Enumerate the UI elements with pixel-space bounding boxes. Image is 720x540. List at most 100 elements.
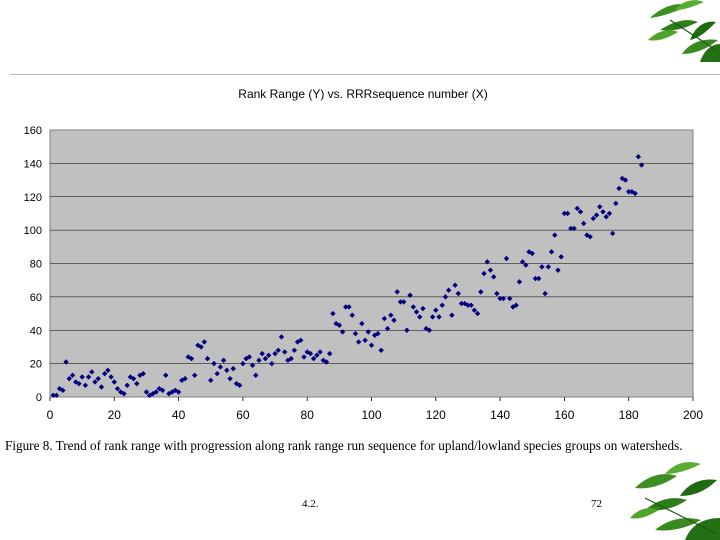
data-point	[240, 360, 246, 367]
data-point	[571, 225, 577, 232]
data-point	[359, 320, 365, 327]
data-point	[343, 304, 349, 310]
data-point	[452, 282, 458, 288]
data-point	[529, 250, 535, 257]
data-point	[124, 382, 130, 389]
data-point	[352, 330, 359, 337]
data-point	[632, 190, 638, 197]
data-point	[191, 372, 198, 379]
data-point	[256, 357, 262, 363]
data-point	[397, 299, 404, 305]
data-point	[494, 290, 500, 297]
data-point	[497, 295, 503, 302]
data-point	[548, 249, 555, 255]
data-point	[436, 314, 442, 320]
data-point	[478, 289, 484, 295]
data-point	[362, 337, 368, 343]
data-point	[230, 365, 236, 372]
chart-title: Rank Range (Y) vs. RRRsequence number (X…	[238, 87, 487, 101]
y-tick-label: 80	[30, 259, 42, 271]
data-point	[307, 350, 314, 357]
y-tick-label: 0	[36, 392, 42, 404]
data-point	[224, 367, 230, 373]
data-point	[153, 389, 159, 395]
data-point	[79, 374, 85, 380]
data-point	[626, 189, 632, 195]
data-point	[535, 275, 542, 282]
data-point	[262, 355, 269, 362]
data-point	[211, 360, 217, 367]
data-point	[616, 185, 622, 192]
data-point	[481, 270, 487, 277]
data-point	[555, 267, 561, 273]
data-point	[384, 325, 391, 332]
data-point	[63, 359, 69, 365]
data-point	[265, 352, 272, 358]
data-point	[92, 379, 98, 385]
data-point	[455, 290, 462, 297]
data-point	[355, 339, 362, 345]
data-point	[375, 330, 381, 337]
page-number: 72	[591, 498, 602, 510]
data-point	[474, 310, 481, 317]
data-point	[140, 370, 146, 377]
y-tick-label: 20	[30, 359, 42, 371]
data-point	[629, 189, 635, 195]
data-point	[568, 225, 574, 232]
data-point	[378, 347, 384, 353]
scatter-chart: Rank Range (Y) vs. RRRsequence number (X…	[24, 87, 704, 422]
data-point	[201, 339, 208, 345]
data-point	[365, 329, 371, 335]
data-points	[50, 154, 645, 399]
data-point	[417, 314, 423, 320]
data-point	[198, 344, 204, 350]
data-point	[468, 302, 474, 308]
data-point	[609, 230, 616, 237]
data-point	[188, 355, 195, 362]
header-rule	[10, 74, 720, 75]
data-point	[130, 375, 137, 382]
data-point	[227, 375, 233, 382]
data-point	[552, 232, 558, 238]
data-point	[577, 209, 584, 215]
data-point	[458, 300, 465, 307]
data-point	[433, 307, 439, 313]
data-point	[253, 372, 259, 379]
data-point	[558, 254, 564, 260]
data-point	[487, 267, 494, 273]
data-point	[246, 354, 253, 360]
data-point	[105, 367, 111, 373]
data-point	[317, 349, 323, 355]
y-tick-label: 40	[30, 325, 42, 337]
data-point	[259, 350, 265, 357]
data-point	[404, 327, 410, 333]
data-point	[66, 375, 72, 382]
data-point	[272, 350, 278, 357]
data-point	[507, 295, 513, 302]
data-point	[622, 177, 629, 183]
data-point	[445, 287, 452, 293]
data-point	[301, 354, 307, 360]
data-point	[574, 205, 580, 212]
data-point	[580, 220, 587, 227]
figure-caption: Figure 8. Trend of rank range with progr…	[5, 438, 683, 453]
data-point	[182, 375, 188, 382]
x-axis-ticks: 0 20 40 60 80 100 120 140 160 180 200	[47, 397, 703, 422]
data-point	[269, 360, 275, 367]
leaf-cluster	[648, 0, 720, 62]
data-point	[330, 310, 336, 317]
data-point	[603, 214, 609, 220]
data-point	[526, 249, 532, 255]
data-point	[339, 329, 346, 335]
data-point	[613, 200, 619, 207]
data-point	[233, 380, 240, 387]
data-point	[410, 304, 416, 310]
data-point	[439, 302, 445, 308]
data-point	[606, 210, 613, 217]
x-tick-label: 0	[47, 408, 54, 422]
data-point	[111, 379, 117, 385]
data-point	[156, 385, 163, 392]
data-point	[336, 322, 343, 328]
data-point	[249, 362, 256, 368]
data-point	[121, 390, 127, 397]
